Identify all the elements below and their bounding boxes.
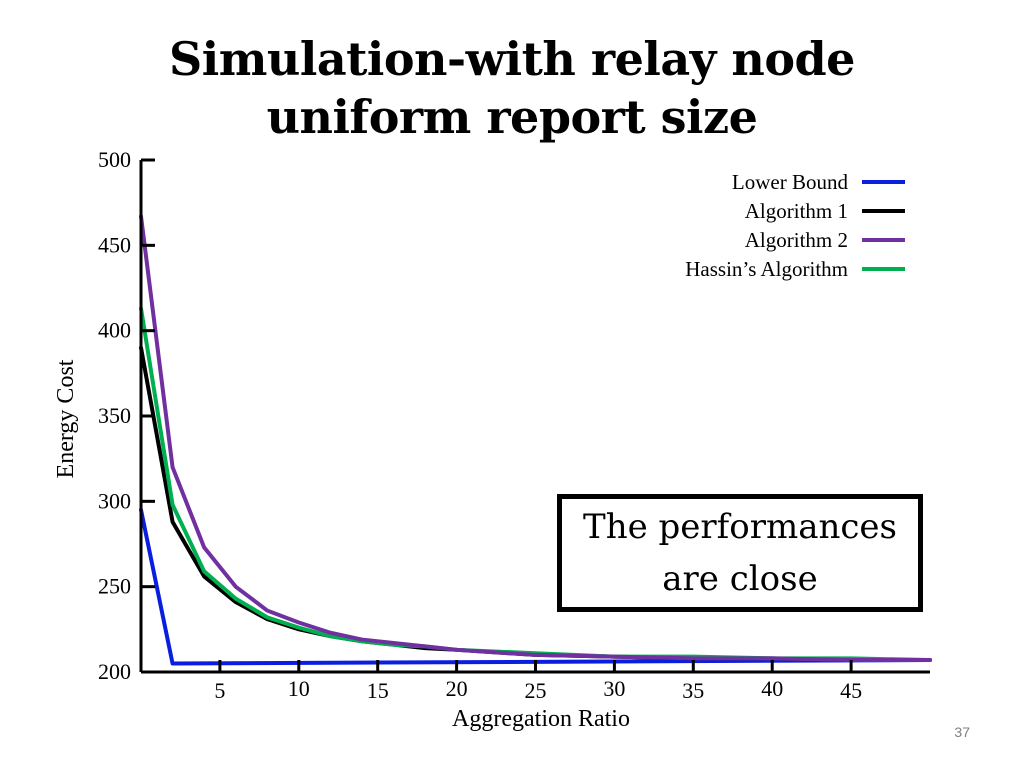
x-tick-label: 15 — [367, 678, 389, 703]
callout-box: The performances are close — [557, 494, 923, 612]
y-axis-title: Energy Cost — [53, 359, 79, 478]
y-tick-label: 300 — [98, 488, 131, 513]
title-line-1: Simulation-with relay node — [169, 32, 855, 86]
y-tick-label: 250 — [98, 574, 131, 599]
x-tick-label: 35 — [682, 678, 704, 703]
legend-label: Algorithm 1 — [745, 199, 848, 223]
series-line-algorithm-2 — [139, 214, 932, 663]
x-tick-label: 5 — [214, 678, 225, 703]
y-tick-label: 400 — [98, 318, 131, 343]
x-tick-label: 40 — [761, 676, 783, 701]
x-tick-label: 10 — [288, 676, 310, 701]
y-tick-label: 500 — [98, 147, 131, 172]
y-tick-label: 200 — [98, 659, 131, 684]
callout-line-2: are close — [662, 559, 818, 599]
page-number: 37 — [954, 724, 970, 740]
title-line-2: uniform report size — [266, 90, 758, 144]
legend-label: Hassin’s Algorithm — [685, 257, 848, 281]
series-line-lower-bound — [139, 507, 932, 666]
legend-label: Algorithm 2 — [745, 228, 848, 252]
y-tick-label: 350 — [98, 403, 131, 428]
x-axis-title: Aggregation Ratio — [452, 706, 630, 732]
x-tick-label: 25 — [525, 678, 547, 703]
y-tick-label: 450 — [98, 232, 131, 257]
x-tick-label: 30 — [603, 676, 625, 701]
legend-label: Lower Bound — [732, 170, 849, 194]
callout-line-1: The performances — [583, 507, 897, 547]
x-tick-label: 45 — [840, 678, 862, 703]
x-tick-label: 20 — [446, 676, 468, 701]
slide-title: Simulation-with relay node uniform repor… — [0, 30, 1024, 146]
